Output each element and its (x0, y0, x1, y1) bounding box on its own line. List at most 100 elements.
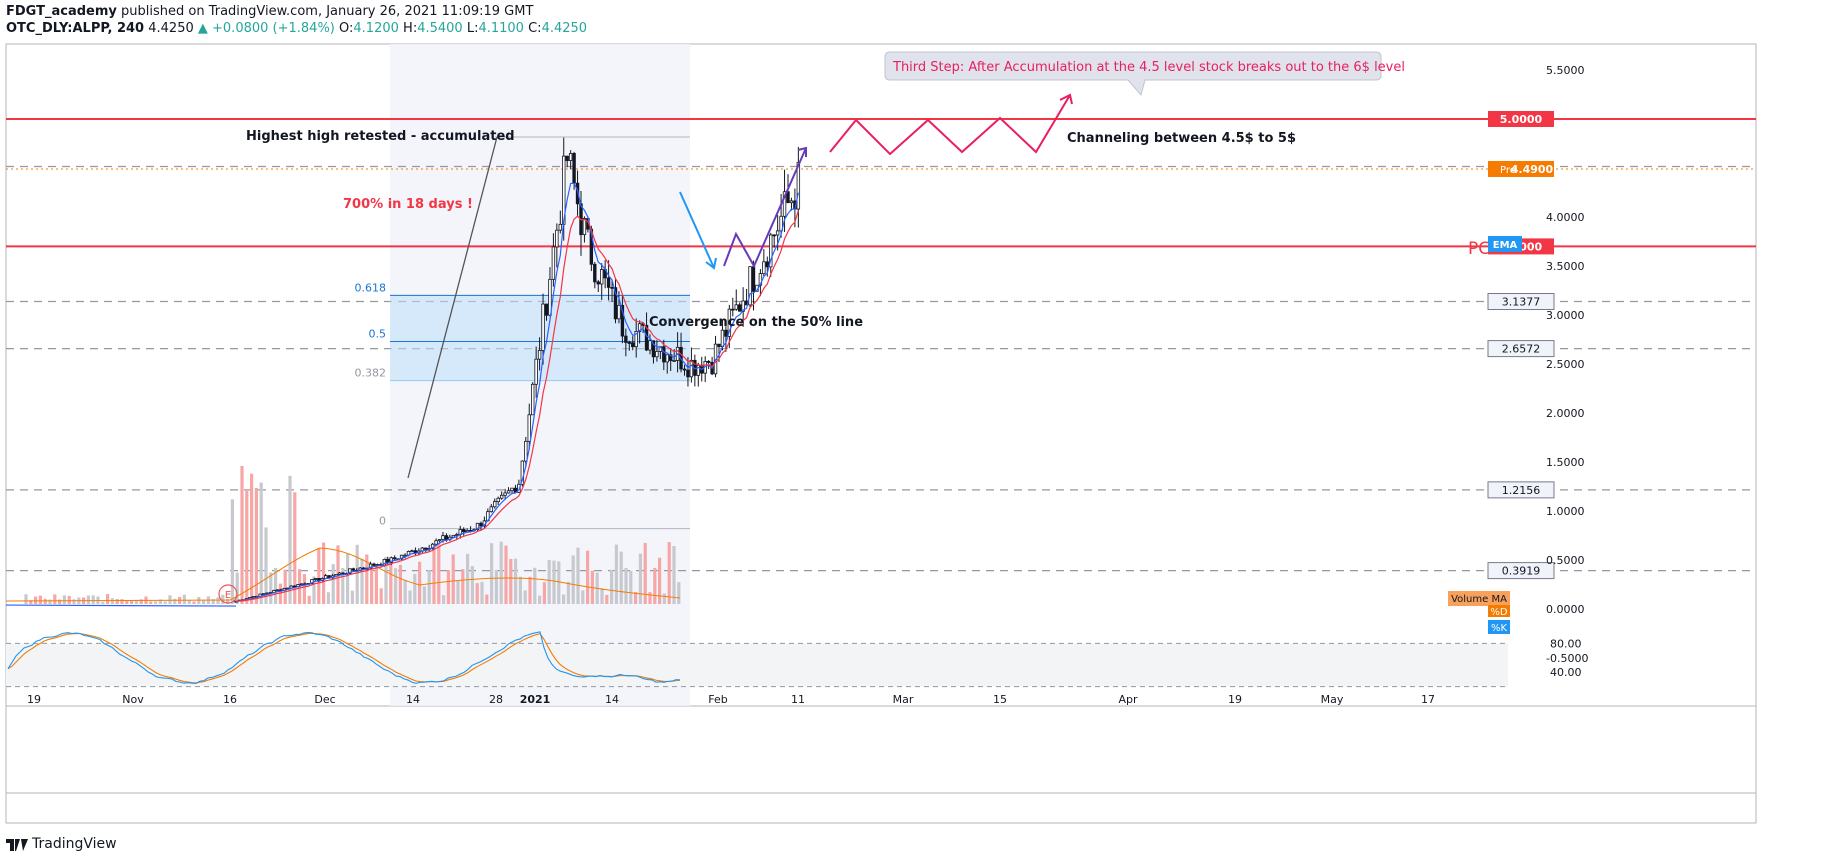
volume-bar (245, 489, 249, 604)
candle-body (489, 506, 493, 513)
volume-bar (610, 569, 614, 604)
candle-body (672, 360, 676, 362)
author-name[interactable]: FDGT_academy (6, 4, 117, 19)
price-tag-label: 2.6572 (1502, 343, 1541, 356)
candle-body (731, 308, 735, 311)
candle-body (706, 360, 711, 363)
volume-bar (634, 591, 638, 604)
y-tick-label: 1.0000 (1546, 505, 1585, 518)
volume-bar (504, 545, 508, 604)
volume-bar (422, 586, 426, 604)
volume-bar (451, 554, 455, 604)
flat-price-line (5, 604, 237, 607)
candle-body (748, 266, 752, 306)
candle-body (444, 535, 449, 540)
candle-body (313, 578, 318, 580)
high-label: H: (403, 21, 418, 36)
candle-body (782, 191, 787, 217)
candle-body (596, 281, 600, 285)
volume-bar (389, 557, 393, 604)
price-tag-bg (1488, 111, 1554, 127)
callout-bubble (884, 51, 1382, 97)
volume-bar (461, 569, 465, 604)
fib-label: 0 (379, 515, 386, 528)
candle-body (751, 266, 756, 292)
candle-body (665, 354, 669, 363)
price-tag-label: 3.1377 (1502, 296, 1541, 309)
candle-body (341, 572, 345, 575)
volume-bar (312, 576, 316, 604)
candle-body (372, 563, 376, 566)
volume-bar (643, 543, 647, 604)
volume-bar (254, 488, 258, 604)
volume-bar (202, 600, 206, 604)
volume-bar (346, 554, 350, 604)
symbol-name[interactable]: OTC_DLY:ALPP, 240 (6, 21, 145, 36)
volume-bar (466, 553, 470, 604)
volume-bar (29, 600, 33, 604)
earnings-label: E (225, 590, 231, 601)
volume-bar (576, 547, 580, 604)
price-change: ▲ +0.0800 (+1.84%) (197, 21, 335, 36)
fib-label: 0.5 (369, 327, 387, 340)
pc-label: PC (1468, 239, 1490, 259)
volume-bar (518, 576, 522, 604)
candle-body (637, 323, 642, 332)
volume-bar (648, 592, 652, 604)
open-label: O: (339, 21, 354, 36)
stoch-y-tick-label: 80.00 (1550, 637, 1582, 650)
candle-body (765, 261, 769, 268)
volume-bar (240, 465, 244, 604)
x-tick-label: Mar (893, 693, 914, 706)
candle-body (479, 522, 483, 527)
candle-body (544, 303, 549, 316)
volume-bar (557, 561, 561, 604)
premarket-label: 4.4900 (1511, 163, 1554, 176)
candle-body (789, 200, 794, 204)
volume-bar (158, 599, 162, 604)
candle-body (655, 350, 659, 358)
candle-body (769, 234, 773, 268)
volume-bar (384, 557, 388, 604)
channel-zigzag (829, 94, 1071, 156)
candle-body (499, 494, 504, 499)
volume-bar (667, 542, 671, 604)
x-tick-label: Feb (708, 693, 727, 706)
volume-bar (72, 599, 76, 604)
volume-bar (134, 599, 138, 604)
volume-bar (192, 601, 196, 604)
candle-body (686, 369, 690, 378)
volume-bar (408, 590, 412, 604)
volume-bar (398, 564, 402, 604)
volume-bar (62, 595, 66, 604)
candle-body (348, 568, 352, 574)
low-value: 4.1100 (478, 21, 524, 36)
candle-body (682, 368, 687, 371)
volume-bar (413, 573, 417, 604)
volume-ma-tag-label: Volume MA (1451, 594, 1507, 605)
candle-body (261, 593, 266, 596)
volume-bar (269, 572, 273, 604)
volume-bar (379, 588, 383, 604)
volume-bar (86, 595, 90, 604)
y-tick-label: 0.0000 (1546, 603, 1585, 616)
volume-bar (43, 598, 47, 604)
ema-slow-line (235, 210, 799, 602)
volume-bar (437, 542, 441, 604)
volume-bar (672, 546, 676, 604)
volume-bar (427, 570, 431, 604)
volume-bar (350, 590, 354, 604)
volume-bar (542, 582, 546, 604)
volume-bar (139, 599, 143, 604)
candle-body (662, 346, 666, 363)
candle-body (496, 497, 500, 503)
tradingview-logo[interactable]: TradingView (6, 836, 117, 852)
premarket-tag-bg (1488, 160, 1554, 177)
volume-bar (106, 594, 110, 604)
volume-bar (67, 595, 71, 604)
volume-bar (274, 567, 278, 604)
volume-bar (91, 595, 95, 604)
candle-body (620, 304, 625, 337)
x-tick-label: 2021 (520, 693, 551, 706)
